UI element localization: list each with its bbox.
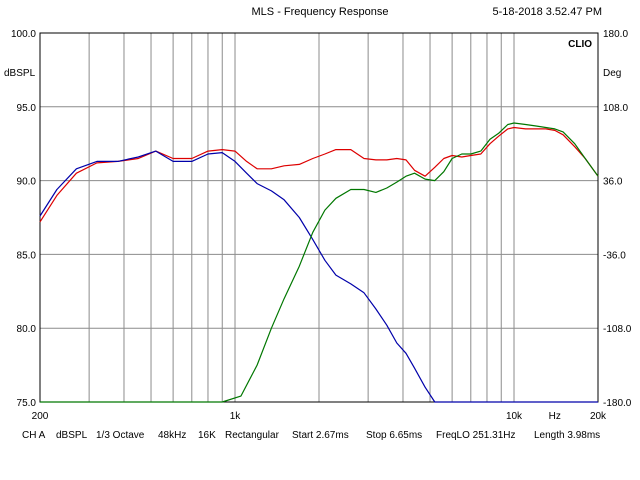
footer-stop: Stop 6.65ms	[366, 430, 423, 441]
footer-smoothing: 1/3 Octave	[96, 430, 145, 441]
y-right-tick-label: 36.0	[603, 177, 623, 188]
y-right-tick-label: -36.0	[603, 250, 626, 261]
y-right-tick-label: -108.0	[603, 324, 632, 335]
x-tick-label: 20k	[590, 411, 607, 422]
plot-frame	[39, 32, 599, 403]
y-left-tick-label: 95.0	[17, 103, 37, 114]
x-tick-label: 1k	[230, 411, 242, 422]
footer-unit: dBSPL	[56, 430, 88, 441]
y-left-tick-label: 75.0	[17, 398, 37, 409]
footer-sample-rate: 48kHz	[158, 430, 187, 441]
y-left-tick-label: 85.0	[17, 250, 37, 261]
y-left-tick-label: 80.0	[17, 324, 37, 335]
series-line-red	[39, 126, 599, 223]
footer-channel: CH A	[22, 430, 46, 441]
series-line-green	[40, 122, 599, 403]
y-left-tick-label: 100.0	[11, 29, 36, 40]
y-right-tick-label: 108.0	[603, 103, 628, 114]
footer-window: Rectangular	[225, 430, 279, 441]
frequency-response-chart: 100.0 95.0 90.0 85.0 80.0 75.0 dBSPL 180.0 108.0…	[4, 29, 632, 422]
x-tick-label: Hz	[549, 411, 561, 422]
x-tick-label: 200	[32, 411, 49, 422]
clio-brand-label: CLIO	[568, 39, 592, 50]
y-right-axis-label: Deg	[603, 68, 621, 79]
chart-title: MLS - Frequency Response	[251, 6, 389, 18]
y-right-tick-label: -180.0	[603, 398, 632, 409]
y-right-tick-label: 180.0	[603, 29, 628, 40]
footer-length: Length 3.98ms	[534, 430, 601, 441]
y-left-tick-label: 90.0	[17, 177, 37, 188]
footer-start: Start 2.67ms	[292, 430, 349, 441]
footer-size: 16K	[198, 430, 216, 441]
footer-freq-lo: FreqLO 251.31Hz	[436, 430, 516, 441]
y-left-axis-label: dBSPL	[4, 68, 36, 79]
x-tick-label: 10k	[506, 411, 523, 422]
series-line-blue	[39, 150, 598, 403]
timestamp: 5-18-2018 3.52.47 PM	[492, 6, 602, 18]
